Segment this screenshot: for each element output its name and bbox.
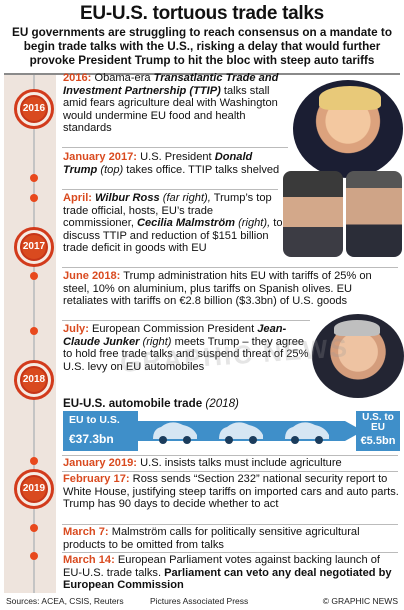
event-2019-march-14: March 14: European Parliament votes agai… <box>63 554 392 592</box>
separator <box>62 455 398 456</box>
footer-sources: Sources: ACEA, CSIS, Reuters <box>6 596 124 606</box>
timeline: 2016 2017 2018 2019 <box>4 75 56 593</box>
timeline-dot <box>30 524 38 532</box>
eu-to-us-box: EU to U.S. €37.3bn <box>63 411 138 451</box>
separator <box>62 147 288 148</box>
auto-trade-graphic: EU to U.S. €37.3bn U.S. to EU €5.5bn <box>63 411 400 451</box>
year-marker-2019: 2019 <box>14 469 54 509</box>
separator <box>62 189 278 190</box>
event-2019-january: January 2019: U.S. insists talks must in… <box>63 457 342 469</box>
us-to-eu-box: U.S. to EU €5.5bn <box>356 411 400 451</box>
malmstrom-photo <box>283 171 343 257</box>
trump-photo <box>293 80 403 178</box>
car-arrow-graphic <box>133 421 363 444</box>
page-title: EU-U.S. tortuous trade talks <box>80 3 324 24</box>
footer-credit: © GRAPHIC NEWS <box>322 596 398 606</box>
separator <box>62 267 398 268</box>
event-2018-june: June 2018: Trump administration hits EU … <box>63 270 372 308</box>
separator <box>62 320 310 321</box>
year-marker-2016: 2016 <box>14 89 54 129</box>
event-2019-february: February 17: Ross sends “Section 232” na… <box>63 473 399 511</box>
year-marker-2018: 2018 <box>14 360 54 400</box>
ross-photo <box>346 171 402 257</box>
event-2019-march-7: March 7: Malmström calls for politically… <box>63 526 360 551</box>
timeline-dot <box>30 272 38 280</box>
divider <box>4 73 400 75</box>
year-marker-2017: 2017 <box>14 227 54 267</box>
timeline-dot <box>30 552 38 560</box>
intro-text: EU governments are struggling to reach c… <box>12 26 392 67</box>
separator <box>62 524 398 525</box>
separator <box>62 471 398 472</box>
separator <box>62 552 398 553</box>
footer-pictures: Pictures Associated Press <box>150 596 249 606</box>
event-2016: 2016: Obama-era Transatlantic Trade and … <box>63 72 279 135</box>
event-2017-january: January 2017: U.S. President Donald Trum… <box>63 151 280 176</box>
event-2017-april: April: Wilbur Ross (far right), Trump’s … <box>63 192 283 255</box>
timeline-dot <box>30 174 38 182</box>
auto-trade-title: EU-U.S. automobile trade (2018) <box>63 397 239 410</box>
timeline-dot <box>30 457 38 465</box>
juncker-photo <box>312 314 404 398</box>
timeline-dot <box>30 327 38 335</box>
timeline-dot <box>30 194 38 202</box>
event-2018-july: July: European Commission President Jean… <box>63 323 309 373</box>
